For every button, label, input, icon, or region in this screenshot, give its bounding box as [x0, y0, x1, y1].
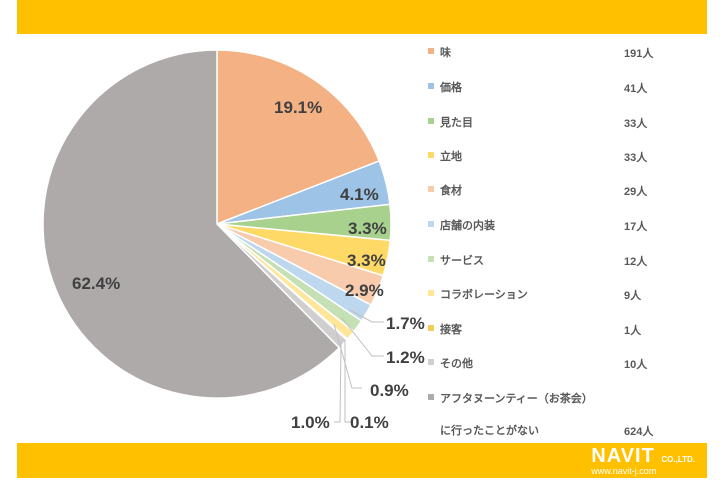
legend-item: アフタヌーンティー（お茶会） に行ったことがない 624人 — [428, 388, 688, 438]
legend-label: その他 — [440, 357, 473, 370]
legend-item: 店舗の内装 17人 — [428, 215, 688, 235]
legend-label: コラボレーション — [440, 288, 528, 301]
pie-slices — [42, 49, 392, 399]
legend-value: 33人 — [624, 152, 648, 164]
pct-label-price: 4.1% — [340, 185, 379, 204]
pct-label-never-been: 62.4% — [72, 274, 120, 293]
legend-value: 17人 — [624, 221, 648, 233]
legend-swatch-icon — [428, 48, 434, 54]
legend-label: 食材 — [440, 184, 462, 197]
pct-label-appearance: 3.3% — [348, 219, 387, 238]
pie-slice — [42, 49, 341, 399]
pct-label-service: 1.2% — [386, 348, 425, 367]
legend-label: 価格 — [440, 81, 462, 94]
legend-label: サービス — [440, 254, 484, 267]
legend-swatch-icon — [428, 118, 434, 124]
legend-value: 41人 — [624, 83, 648, 95]
legend-label: 店舗の内装 — [440, 219, 495, 232]
legend-value: 9人 — [624, 290, 642, 302]
legend-item: その他 10人 — [428, 353, 688, 373]
legend-label: 見た目 — [440, 116, 473, 129]
legend-swatch-icon — [428, 359, 434, 365]
legend-swatch-icon — [428, 290, 434, 296]
legend-value: 1人 — [624, 325, 642, 337]
navit-logo: NAVIT CO.,LTD. www.navit-j.com — [591, 446, 695, 476]
pct-label-taste: 19.1% — [274, 98, 322, 117]
legend-value: 33人 — [624, 118, 648, 130]
legend-item: 接客 1人 — [428, 319, 688, 339]
logo-brand: NAVIT — [591, 445, 655, 467]
legend-item: コラボレーション 9人 — [428, 284, 688, 304]
header-band — [17, 0, 707, 34]
legend-value: 191人 — [624, 48, 654, 60]
logo-url: www.navit-j.com — [591, 466, 657, 476]
pct-label-interior: 1.7% — [386, 314, 425, 333]
legend-item: 味 191人 — [428, 42, 688, 62]
legend-item: 食材 29人 — [428, 180, 688, 200]
legend-swatch-icon — [428, 221, 434, 227]
pie-slice — [216, 49, 381, 226]
leader-lines — [333, 309, 384, 423]
legend-value: 10人 — [624, 359, 648, 371]
pct-label-collaboration: 0.9% — [370, 381, 409, 400]
pct-label-hospitality: 0.1% — [350, 413, 389, 432]
legend-label: アフタヌーンティー（お茶会） — [440, 392, 593, 405]
legend-item: サービス 12人 — [428, 250, 688, 270]
legend-swatch-icon — [428, 325, 434, 331]
legend-swatch-icon — [428, 152, 434, 158]
legend-label: 味 — [440, 46, 451, 59]
pct-label-other: 1.0% — [291, 413, 330, 432]
legend-item: 価格 41人 — [428, 77, 688, 97]
pct-label-ingredients: 2.9% — [345, 281, 384, 300]
footer-band: NAVIT CO.,LTD. www.navit-j.com — [17, 443, 707, 478]
legend-swatch-icon — [428, 186, 434, 192]
legend-swatch-icon — [428, 256, 434, 262]
legend-value: 12人 — [624, 256, 648, 268]
legend-label-line2: に行ったことがない — [440, 424, 539, 437]
legend-value: 29人 — [624, 186, 648, 198]
logo-suffix: CO.,LTD. — [661, 455, 695, 464]
pct-label-location: 3.3% — [347, 251, 386, 270]
legend-swatch-icon — [428, 394, 434, 400]
legend-label: 立地 — [440, 150, 462, 163]
legend-item: 見た目 33人 — [428, 112, 688, 132]
legend-item: 立地 33人 — [428, 146, 688, 166]
legend-swatch-icon — [428, 83, 434, 89]
legend-value: 624人 — [624, 426, 654, 438]
legend-label: 接客 — [440, 323, 462, 336]
